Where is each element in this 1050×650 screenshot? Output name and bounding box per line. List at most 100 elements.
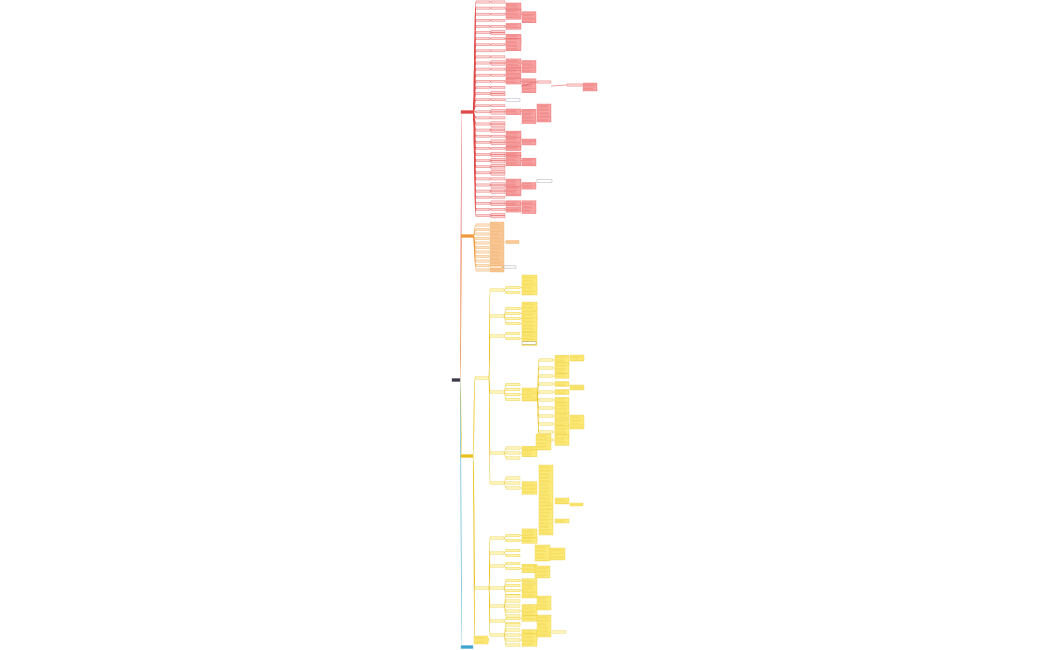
connector [503,391,507,400]
topic-node [490,130,506,133]
topic-node [475,12,491,16]
main-branch [460,454,474,458]
topic-node [490,212,506,216]
topic-block [505,137,522,148]
topic-node [505,638,521,642]
topic-node [475,264,490,267]
topic-node [490,166,506,170]
topic-node [490,121,506,124]
connector [472,235,477,271]
topic-node [475,110,491,114]
topic-block [521,138,537,146]
topic-node [490,55,506,59]
topic-node [490,172,506,176]
topic-node [474,376,490,380]
topic-node [475,208,491,211]
topic-block [569,354,585,362]
topic-node [505,562,521,565]
topic-node [475,232,490,236]
connector [488,377,491,484]
topic-node [490,37,506,40]
topic-block [554,362,570,374]
topic-node [505,446,521,450]
connector [459,379,463,457]
topic-block [521,615,538,622]
topic-node [490,63,506,66]
topic-block [505,108,522,115]
topic-block [554,373,570,379]
topic-node [475,98,491,101]
topic-node [490,195,506,199]
topic-node [505,98,521,102]
topic-node [538,398,554,402]
topic-node [503,265,517,269]
connector [503,482,507,489]
topic-node [505,609,521,613]
topic-node [538,382,554,386]
topic-node [505,332,521,335]
topic-node [505,307,521,310]
connector [472,455,476,641]
topic-block [569,414,585,430]
topic-block [569,502,584,507]
topic-node [505,584,521,587]
topic-node [490,200,506,204]
topic-block [521,60,537,73]
topic-node [490,111,506,115]
topic-node [490,154,506,158]
topic-node [505,317,521,320]
connector [550,84,568,87]
topic-node [490,109,506,112]
topic-node [490,73,506,77]
topic-node [490,147,506,150]
topic-node [475,31,491,34]
topic-node [505,628,521,632]
topic-node [489,334,505,338]
connector [472,111,477,216]
topic-node [474,586,490,590]
topic-node [475,171,491,175]
topic-node [490,86,506,89]
connector [503,289,507,293]
topic-node [475,128,491,132]
connector [503,552,507,556]
connector [459,235,463,381]
topic-node [489,314,505,318]
topic-node [490,208,506,211]
topic-node [490,158,506,161]
topic-node [490,25,506,28]
topic-node [505,481,521,485]
topic-node [505,388,521,391]
topic-block [505,38,522,51]
topic-block [554,402,570,414]
topic-node [538,430,554,434]
topic-node [538,374,554,378]
topic-node [475,259,490,263]
topic-node [490,60,506,63]
topic-node [475,153,491,156]
topic-node [490,116,506,120]
topic-node [490,170,506,173]
topic-node [489,586,505,590]
topic-node [505,456,521,460]
topic-node [475,67,491,71]
topic-node [475,104,491,107]
topic-node [505,383,521,386]
topic-node [505,643,521,647]
topic-node [566,83,583,87]
topic-node [505,604,521,608]
topic-node [489,390,505,394]
topic-node [475,250,490,254]
topic-node [490,67,506,71]
topic-node [505,451,521,455]
topic-block [505,9,522,20]
topic-node [505,623,521,627]
topic-node [475,61,491,65]
main-branch [460,110,474,114]
topic-node [538,390,554,394]
topic-node [475,86,491,89]
topic-node [475,237,490,240]
topic-node [490,134,506,138]
topic-node [475,255,490,258]
